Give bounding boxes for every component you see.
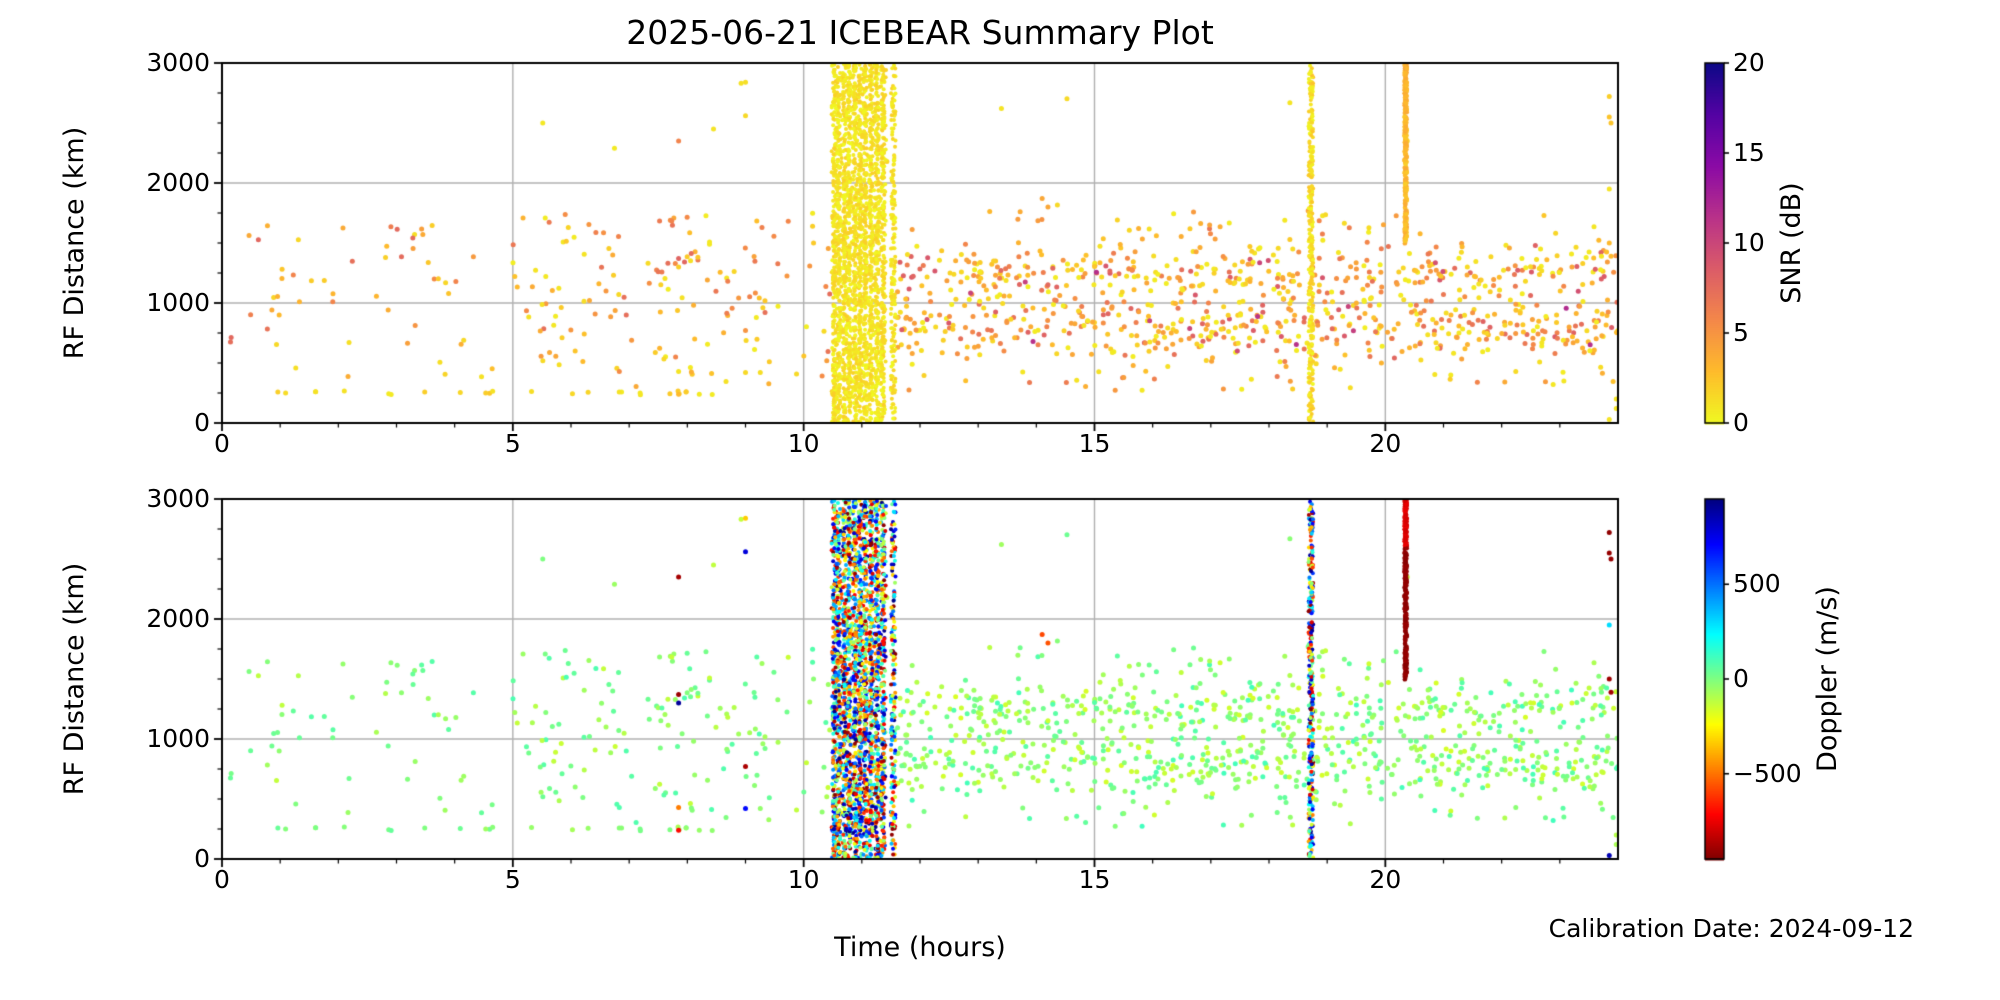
colorbar-tick-label: 10 <box>1733 228 1765 257</box>
colorbar-tick-label: 20 <box>1733 48 1765 77</box>
figure-title: 2025-06-21 ICEBEAR Summary Plot <box>626 13 1214 52</box>
y-tick-label: 1000 <box>146 288 210 317</box>
colorbar-tick-label: 15 <box>1733 138 1765 167</box>
y-tick-label: 2000 <box>146 604 210 633</box>
y-tick-label: 1000 <box>146 724 210 753</box>
colorbar-tick-label: −500 <box>1733 758 1802 788</box>
y-tick-label: 0 <box>194 408 210 437</box>
y-tick-label: 0 <box>194 844 210 873</box>
y-axis-label-top: RF Distance (km) <box>59 126 90 360</box>
calibration-date-text: Calibration Date: 2024-09-12 <box>1548 914 1914 943</box>
colorbar-label-snr: SNR (dB) <box>1776 182 1807 304</box>
x-tick-label: 0 <box>214 429 230 458</box>
x-tick-label: 15 <box>1078 429 1111 458</box>
x-tick-label: 5 <box>504 865 521 894</box>
colorbar-label-doppler: Doppler (m/s) <box>1812 586 1843 772</box>
colorbar-tick-label: 0 <box>1733 408 1749 437</box>
x-tick-label: 10 <box>787 429 820 458</box>
y-tick-label: 3000 <box>146 48 210 77</box>
x-tick-label: 10 <box>787 865 820 894</box>
x-tick-label: 15 <box>1078 865 1111 894</box>
y-tick-label: 2000 <box>146 168 210 197</box>
colorbar-tick-label: 500 <box>1733 569 1781 599</box>
x-tick-label: 0 <box>214 865 230 894</box>
y-axis-label-bottom: RF Distance (km) <box>59 562 90 796</box>
x-tick-label: 5 <box>504 429 521 458</box>
colorbar-tick-label: 0 <box>1733 664 1749 693</box>
x-tick-label: 20 <box>1369 865 1402 894</box>
y-tick-label: 3000 <box>146 484 210 513</box>
x-tick-label: 20 <box>1369 429 1402 458</box>
x-axis-label: Time (hours) <box>834 932 1006 963</box>
colorbar-tick-label: 5 <box>1733 318 1749 347</box>
